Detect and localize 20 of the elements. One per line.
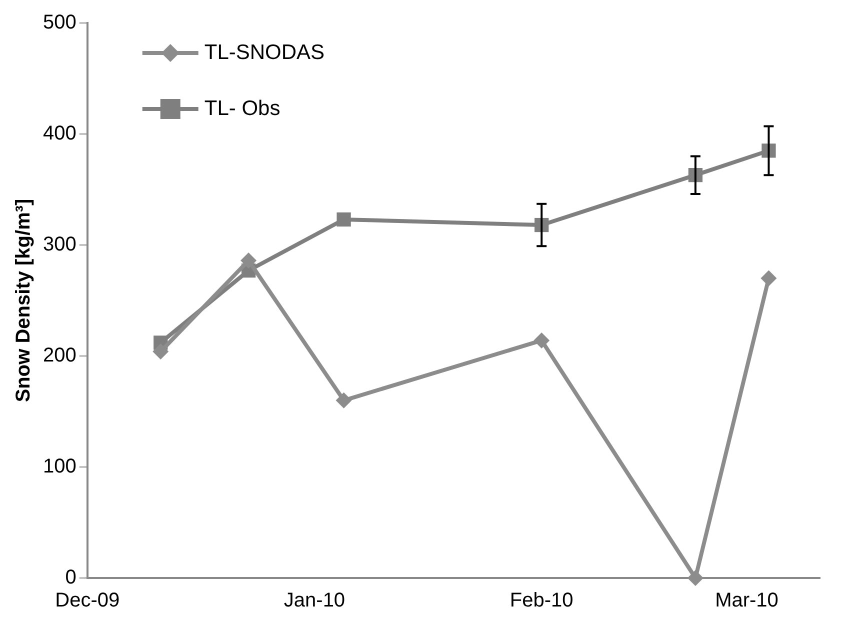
y-axis-title: Snow Density [kg/m³] — [12, 198, 35, 402]
legend-label: TL-SNODAS — [204, 40, 325, 64]
y-tick-label: 100 — [42, 456, 76, 478]
x-tick-label: Feb-10 — [510, 590, 574, 612]
y-tick-label: 300 — [42, 234, 76, 256]
y-tick-label: 400 — [42, 122, 76, 145]
point — [760, 270, 777, 286]
y-tick-label: 0 — [65, 566, 76, 589]
y-tick-label: 500 — [42, 12, 76, 34]
x-tick-label: Jan-10 — [284, 590, 346, 612]
x-tick-label: Dec-09 — [55, 590, 120, 612]
point — [336, 212, 351, 227]
point — [152, 344, 169, 360]
x-tick-label: Mar-10 — [715, 590, 778, 612]
point — [336, 392, 352, 408]
point — [240, 252, 257, 269]
point — [687, 570, 704, 586]
legend-label: TL- Obs — [204, 96, 280, 120]
y-tick-label: 200 — [42, 344, 76, 367]
point — [534, 332, 550, 348]
